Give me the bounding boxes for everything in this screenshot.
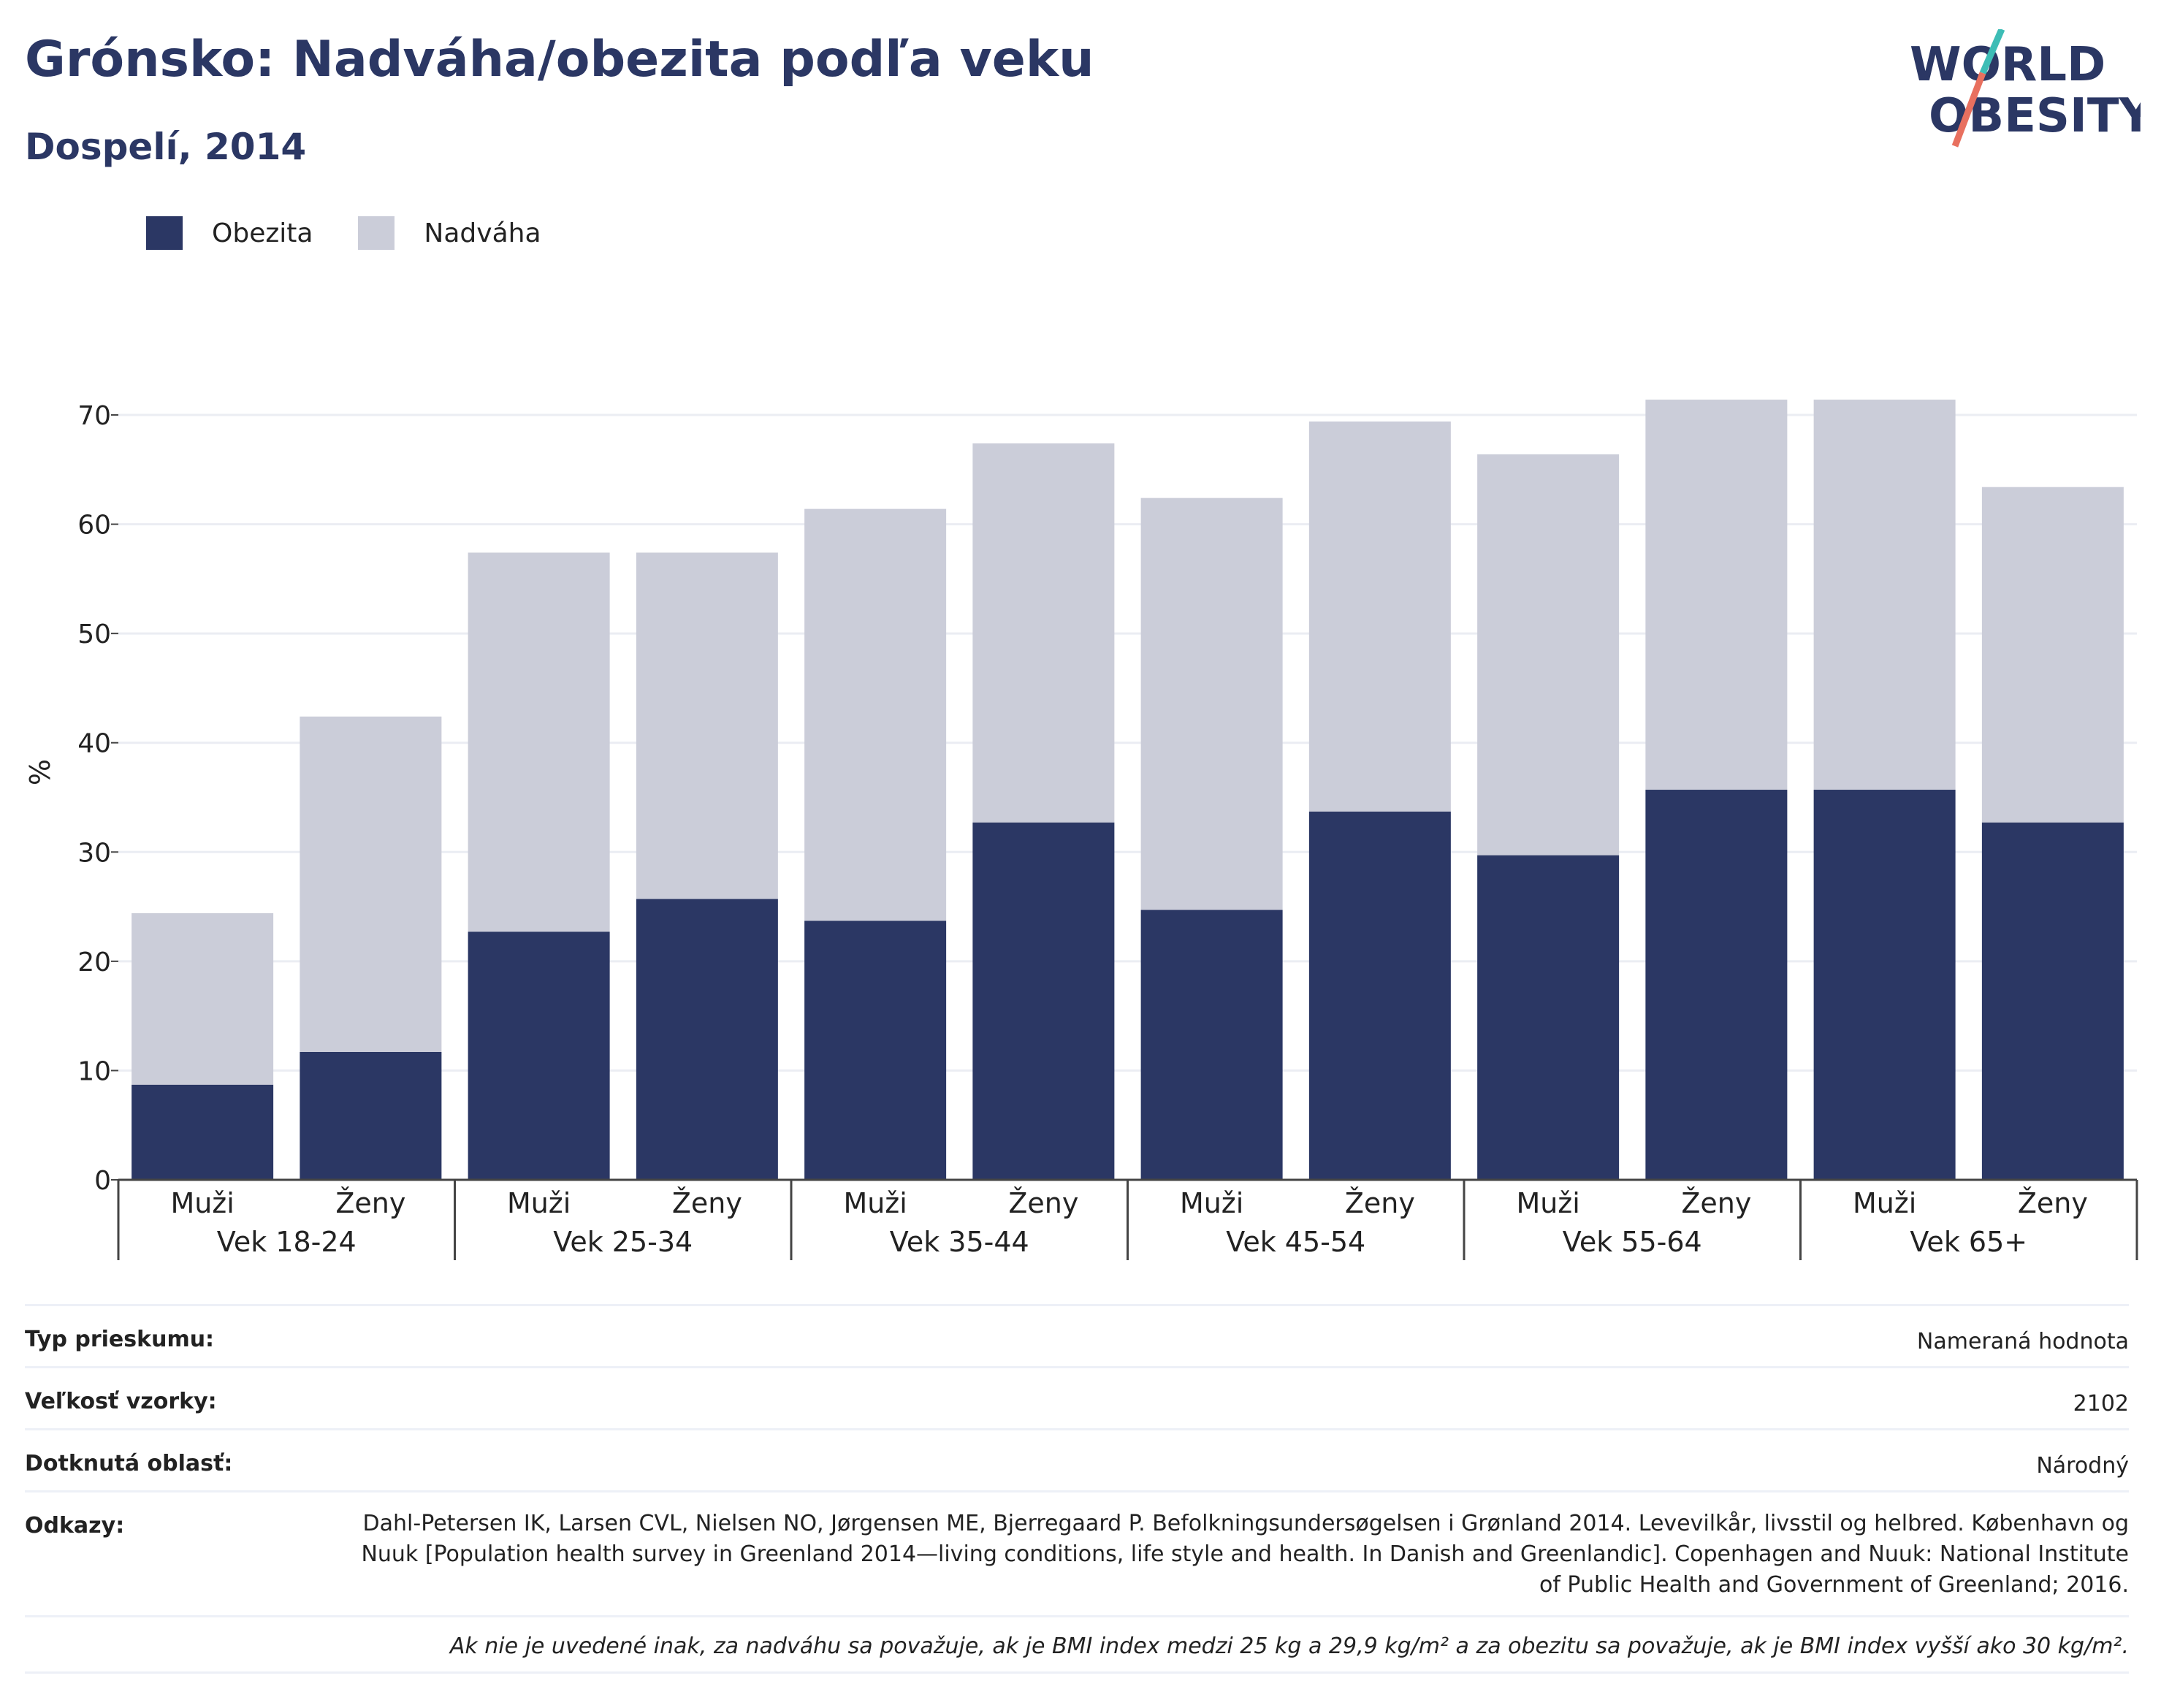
references-label: Odkazy: <box>25 1513 125 1539</box>
chart-legend: Obezita Nadváha <box>146 216 587 250</box>
x-category-label: Muži <box>170 1187 234 1219</box>
y-tick-label: 60 <box>77 511 111 541</box>
bar-obesity <box>1813 790 1956 1180</box>
x-category-label: Ženy <box>1681 1187 1751 1219</box>
bar-obesity <box>1981 822 2124 1180</box>
bar-obesity <box>1645 790 1788 1180</box>
x-group-label: Vek 55-64 <box>1563 1226 1702 1258</box>
y-tick-label: 0 <box>94 1166 111 1196</box>
y-tick-label: 70 <box>77 401 111 431</box>
x-group-label: Vek 25-34 <box>553 1226 693 1258</box>
x-category-label: Ženy <box>2018 1187 2088 1219</box>
x-category-label: Muži <box>507 1187 571 1219</box>
x-category-label: Ženy <box>672 1187 742 1219</box>
bar-overweight <box>468 552 610 932</box>
x-category-label: Muži <box>1180 1187 1243 1219</box>
survey-type-value: Nameraná hodnota <box>1916 1329 2129 1354</box>
x-group-label: Vek 65+ <box>1910 1226 2027 1258</box>
x-category-label: Muži <box>1516 1187 1579 1219</box>
y-tick-label: 20 <box>77 948 111 977</box>
bar-overweight <box>804 508 947 921</box>
bar-obesity <box>804 920 947 1180</box>
x-group-label: Vek 45-54 <box>1226 1226 1365 1258</box>
x-group-label: Vek 18-24 <box>217 1226 357 1258</box>
bar-obesity <box>972 822 1115 1180</box>
bar-overweight <box>1981 487 2124 823</box>
meta-row-survey-type: Typ prieskumu: Nameraná hodnota <box>25 1304 2129 1366</box>
x-category-label: Muži <box>843 1187 907 1219</box>
logo-slash-coral <box>1951 72 1986 148</box>
bar-overweight <box>1477 454 1620 855</box>
bar-overweight <box>1308 421 1451 812</box>
survey-type-label: Typ prieskumu: <box>25 1327 215 1352</box>
bar-obesity <box>1477 855 1620 1180</box>
world-obesity-logo: WORLD OBESITY <box>1910 29 2141 148</box>
area-label: Dotknutá oblasť: <box>25 1451 233 1476</box>
bar-overweight <box>1813 400 1956 790</box>
bar-overweight <box>972 443 1115 823</box>
bar-overweight <box>300 716 442 1053</box>
x-category-label: Ženy <box>1008 1187 1078 1219</box>
bmi-definition-note: Ak nie je uvedené inak, za nadváhu sa po… <box>25 1615 2129 1674</box>
stacked-bar-chart: 0 10 20 30 40 50 60 70% Muži Ženy Muži Ženy Muži Ženy… <box>24 400 2138 1260</box>
meta-row-references: Odkazy: Dahl-Petersen IK, Larsen CVL, Ni… <box>25 1490 2129 1615</box>
x-category-label: Ženy <box>335 1187 405 1219</box>
sample-size-value: 2102 <box>2073 1391 2129 1417</box>
sample-size-label: Veľkosť vzorky: <box>25 1389 217 1414</box>
logo-line1: WORLD <box>1910 38 2105 92</box>
logo-slash-teal <box>1979 29 2005 75</box>
bar-overweight <box>132 913 274 1085</box>
meta-row-area: Dotknutá oblasť: Národný <box>25 1428 2129 1490</box>
bar-obesity <box>1308 811 1451 1180</box>
x-group-label: Vek 35-44 <box>890 1226 1029 1258</box>
y-tick-label: 40 <box>77 729 111 759</box>
legend-label-overweight: Nadváha <box>424 218 541 248</box>
legend-label-obesity: Obezita <box>212 218 313 248</box>
legend-swatch-overweight <box>358 216 395 250</box>
chart-subtitle: Dospelí, 2014 <box>25 126 307 168</box>
bar-obesity <box>468 931 610 1180</box>
area-value: Národný <box>2036 1453 2129 1479</box>
bar-obesity <box>132 1084 274 1180</box>
chart-title: Grónsko: Nadváha/obezita podľa veku <box>25 31 1094 88</box>
bar-obesity <box>1140 910 1283 1180</box>
y-tick-label: 30 <box>77 838 111 868</box>
bar-obesity <box>636 899 778 1180</box>
bar-overweight <box>1140 497 1283 910</box>
bar-overweight <box>1645 400 1788 790</box>
bar-obesity <box>300 1052 442 1180</box>
x-category-label: Ženy <box>1345 1187 1415 1219</box>
references-value: Dahl-Petersen IK, Larsen CVL, Nielsen NO… <box>361 1511 2129 1598</box>
y-tick-label: 10 <box>77 1056 111 1086</box>
survey-info-table: Typ prieskumu: Nameraná hodnota Veľkosť … <box>25 1304 2129 1674</box>
legend-swatch-obesity <box>146 216 183 250</box>
x-category-label: Muži <box>1853 1187 1916 1219</box>
meta-row-sample-size: Veľkosť vzorky: 2102 <box>25 1366 2129 1428</box>
bar-overweight <box>636 552 778 899</box>
y-axis-label: % <box>24 759 56 785</box>
y-tick-label: 50 <box>77 619 111 649</box>
